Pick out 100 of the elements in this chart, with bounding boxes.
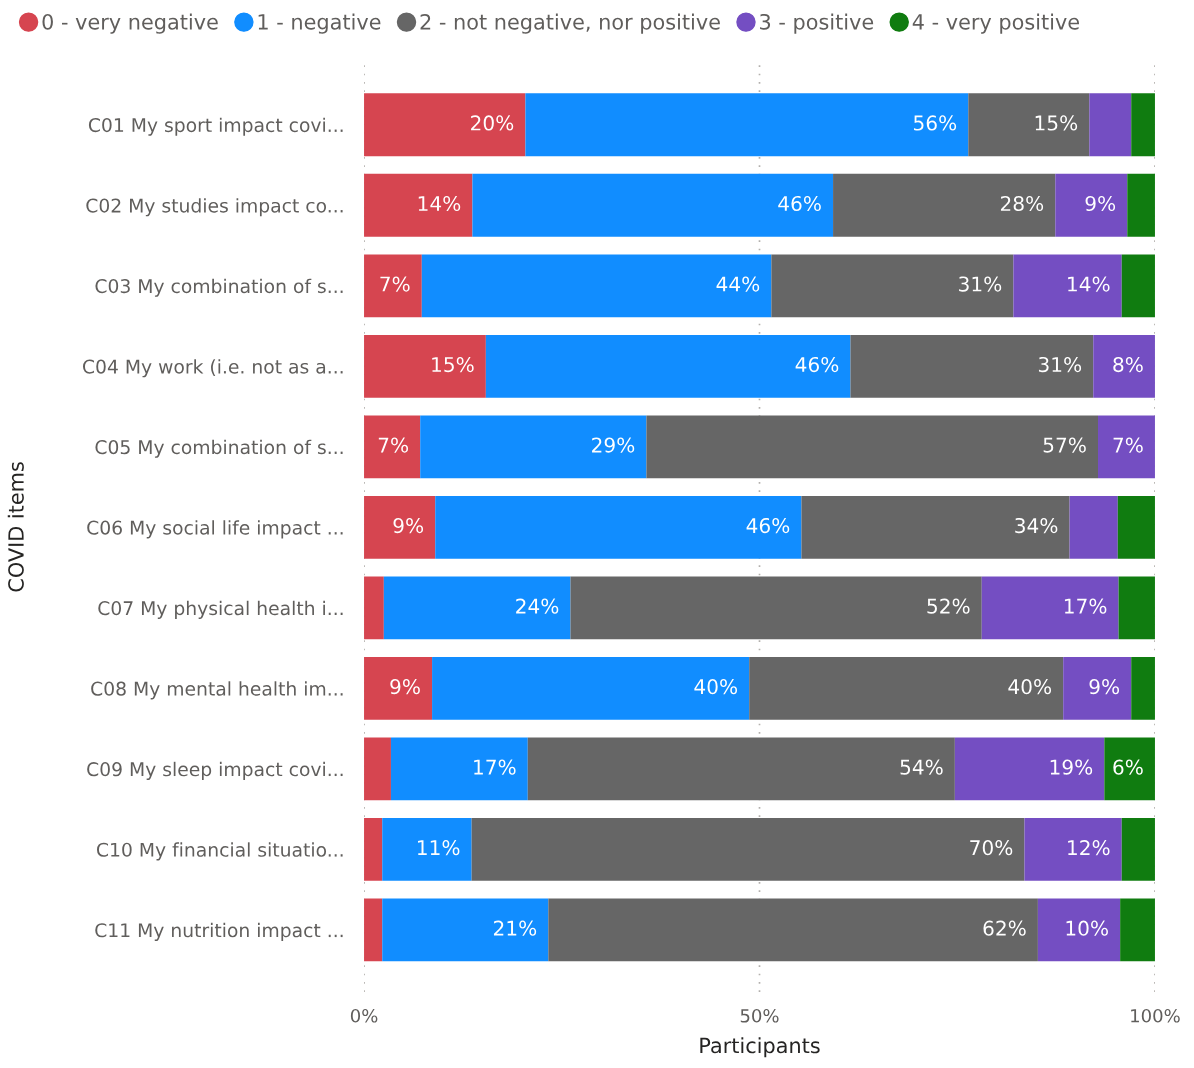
bar	[1055, 173, 1128, 237]
bar	[382, 898, 549, 962]
bar	[646, 415, 1099, 479]
bar	[548, 898, 1038, 962]
data-label: 17%	[474, 759, 516, 775]
bar	[968, 93, 1090, 157]
bar	[364, 737, 391, 801]
y-tick-label: C04 My work (i.e. not as a...	[82, 359, 343, 378]
bar	[364, 818, 383, 881]
data-label: 46%	[778, 195, 821, 212]
data-label: 40%	[694, 679, 738, 695]
legend-label: 4 - very positive	[912, 13, 1079, 34]
data-label: 6%	[1113, 759, 1143, 775]
bar	[432, 656, 750, 720]
data-label: 9%	[1089, 679, 1120, 695]
data-label: 57%	[1043, 437, 1086, 453]
bar	[1127, 173, 1155, 237]
bar	[850, 334, 1094, 398]
bar	[1120, 898, 1155, 962]
bar	[364, 254, 422, 318]
data-label: 8%	[1113, 356, 1143, 373]
data-label: 29%	[592, 437, 635, 453]
bar	[1024, 818, 1122, 881]
bar	[1089, 93, 1132, 157]
y-axis-title: COVID items	[7, 462, 24, 592]
bar	[833, 173, 1056, 237]
bar	[1118, 576, 1155, 640]
y-tick-label: C10 My financial situatio...	[96, 842, 343, 861]
data-label: 7%	[380, 276, 410, 292]
x-tick-label: 50%	[740, 1008, 779, 1023]
bar	[1037, 898, 1121, 962]
data-label: 12%	[1068, 840, 1110, 856]
data-label: 17%	[1064, 598, 1107, 614]
bar	[471, 818, 1025, 881]
data-label: 20%	[471, 115, 514, 131]
y-tick-label: C09 My sleep impact covi...	[87, 761, 343, 780]
bar	[1013, 254, 1122, 318]
bar	[527, 737, 955, 801]
bar	[981, 576, 1119, 640]
bar	[1121, 254, 1155, 318]
x-axis-title: Participants	[700, 1037, 820, 1058]
bar	[421, 254, 772, 318]
data-label: 9%	[393, 517, 424, 534]
bar	[364, 656, 433, 720]
bar	[485, 334, 851, 398]
y-tick-label: C11 My nutrition impact ...	[95, 922, 343, 941]
bar	[1098, 415, 1155, 479]
bar	[1121, 818, 1155, 881]
bar	[390, 737, 528, 801]
data-label: 7%	[378, 437, 409, 453]
data-label: 54%	[900, 759, 943, 775]
legend-label: 2 - not negative, nor positive	[420, 13, 720, 34]
bar	[364, 415, 421, 479]
bar	[570, 576, 982, 640]
data-label: 11%	[417, 840, 460, 856]
bar	[383, 576, 571, 640]
data-label: 15%	[432, 356, 474, 373]
x-tick-label: 0%	[350, 1008, 378, 1023]
bar	[364, 173, 473, 237]
data-label: 14%	[418, 195, 461, 212]
bar	[1131, 93, 1155, 157]
data-label: 31%	[1038, 356, 1082, 373]
y-tick-label: C08 My mental health im...	[91, 681, 343, 700]
bar	[771, 254, 1014, 318]
bar	[1104, 737, 1155, 801]
y-tick-label: C06 My social life impact ...	[87, 520, 343, 539]
bar	[364, 93, 526, 157]
data-label: 40%	[1008, 679, 1052, 695]
bar	[525, 93, 969, 157]
data-label: 21%	[493, 920, 537, 936]
x-tick-label: 100%	[1131, 1008, 1180, 1023]
bar	[1117, 495, 1155, 559]
data-label: 9%	[390, 679, 420, 695]
data-label: 46%	[746, 517, 790, 534]
bar	[1131, 656, 1155, 720]
data-label: 56%	[914, 115, 957, 131]
data-label: 10%	[1066, 920, 1108, 936]
data-label: 34%	[1015, 517, 1058, 534]
bar	[364, 334, 486, 398]
data-label: 44%	[716, 276, 760, 292]
bar	[749, 656, 1064, 720]
data-label: 52%	[927, 598, 970, 614]
bar	[364, 495, 436, 559]
data-label: 19%	[1050, 759, 1093, 775]
data-label: 15%	[1035, 115, 1078, 131]
data-label: 46%	[795, 356, 839, 373]
bar	[364, 898, 383, 962]
bar	[1093, 334, 1155, 398]
bar	[472, 173, 834, 237]
bar	[1069, 495, 1118, 559]
data-label: 24%	[516, 598, 559, 614]
y-tick-label: C05 My combination of s...	[95, 439, 343, 458]
bar	[420, 415, 647, 479]
y-tick-label: C01 My sport impact covi...	[88, 117, 343, 136]
data-label: 14%	[1068, 276, 1110, 292]
bar	[435, 495, 802, 559]
bar	[364, 576, 384, 640]
legend-label: 1 - negative	[258, 13, 381, 34]
bar	[382, 818, 472, 881]
data-label: 28%	[1000, 195, 1044, 212]
